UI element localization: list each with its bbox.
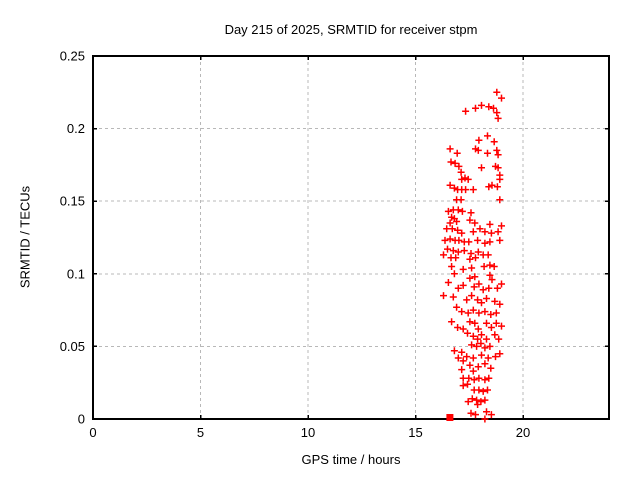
y-tick-label: 0.25 xyxy=(60,49,85,64)
x-tick-label: 10 xyxy=(301,425,315,440)
scatter-points-srmtid xyxy=(440,88,505,423)
x-tick-label: 20 xyxy=(516,425,530,440)
plot-border xyxy=(92,55,610,420)
y-axis-title: SRMTID / TECUs xyxy=(17,185,33,289)
y-tick-label: 0.05 xyxy=(60,339,85,354)
chart-title: Day 215 of 2025, SRMTID for receiver stp… xyxy=(224,22,478,37)
filled-square-marker xyxy=(446,414,454,421)
y-tick-label: 0 xyxy=(78,412,85,427)
x-axis-title: GPS time / hours xyxy=(301,452,401,467)
y-tick-label: 0.15 xyxy=(60,194,85,209)
y-tick-label: 0.2 xyxy=(67,121,85,136)
x-tick-label: 5 xyxy=(197,425,204,440)
y-tick-label: 0.1 xyxy=(67,266,85,281)
x-tick-label: 15 xyxy=(408,425,422,440)
x-tick-label: 0 xyxy=(89,425,96,440)
